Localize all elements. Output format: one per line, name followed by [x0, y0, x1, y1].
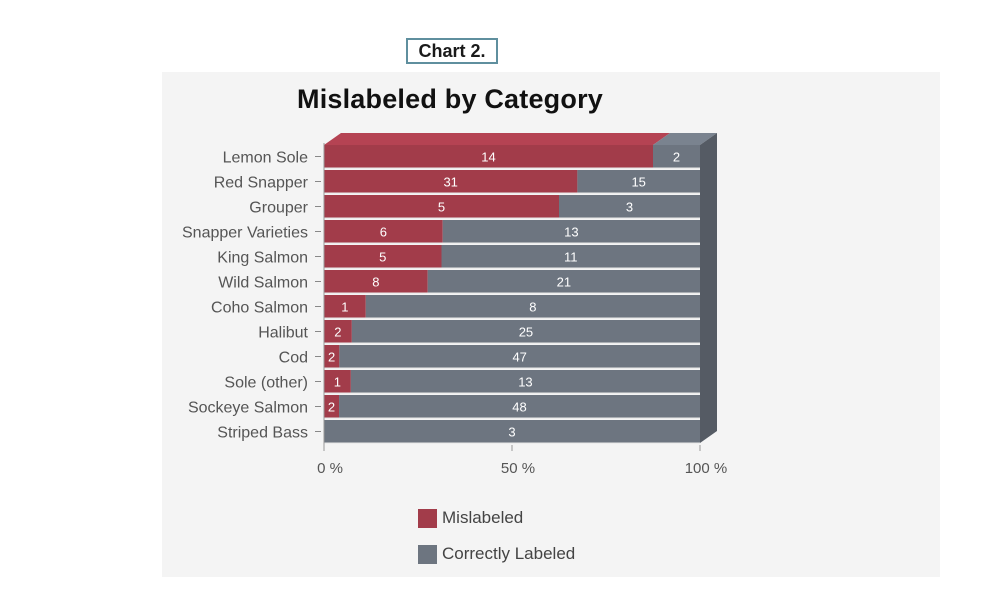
bar-top-mislabeled	[324, 133, 670, 145]
value-label-mislabeled: 6	[380, 225, 387, 240]
x-tick-label: 50 %	[501, 460, 535, 477]
category-labels: Lemon Sole Red Snapper Grouper Snapper Vari…	[182, 150, 321, 442]
category-label: Sole (other)	[224, 375, 308, 392]
category-label: King Salmon	[217, 250, 308, 267]
value-label-correct: 21	[557, 275, 571, 290]
bar-mislabeled	[324, 395, 340, 418]
value-label-correct: 13	[564, 225, 578, 240]
bar-top-correct	[653, 133, 717, 145]
bar-mislabeled	[324, 270, 428, 293]
bar-mislabeled	[324, 320, 352, 343]
legend: Mislabeled Correctly Labeled	[418, 500, 575, 572]
value-label-correct: 11	[564, 250, 578, 265]
value-label-mislabeled: 5	[438, 200, 445, 215]
bar-correct	[365, 295, 700, 318]
legend-item-correct: Correctly Labeled	[418, 536, 575, 572]
bar-correct	[427, 270, 700, 293]
value-label-correct: 13	[518, 375, 532, 390]
legend-label-mislabeled: Mislabeled	[442, 508, 524, 527]
value-label-mislabeled: 2	[334, 325, 341, 340]
category-label: Striped Bass	[217, 425, 308, 442]
bar-correct	[339, 395, 700, 418]
value-label-mislabeled: 5	[379, 250, 386, 265]
legend-item-mislabeled: Mislabeled	[418, 500, 575, 536]
value-label-mislabeled: 14	[481, 150, 495, 165]
value-label-correct: 48	[512, 400, 526, 415]
bar-mislabeled	[324, 295, 366, 318]
chart-caption: Chart 2.	[406, 38, 498, 64]
bar-correct	[350, 370, 700, 393]
bar-mislabeled	[324, 245, 442, 268]
bar-correct	[559, 195, 700, 218]
bar-correct	[653, 145, 700, 168]
category-label: Cod	[279, 350, 308, 367]
x-axis-ticks: 0 % 50 % 100 %	[317, 143, 727, 477]
value-label-correct: 47	[512, 350, 526, 365]
bar-mislabeled	[324, 195, 559, 218]
value-label-correct: 25	[519, 325, 533, 340]
category-label: Snapper Varieties	[182, 225, 308, 242]
value-label-mislabeled: 31	[443, 175, 457, 190]
value-label-mislabeled: 2	[328, 400, 335, 415]
value-label-correct: 2	[673, 150, 680, 165]
category-label: Grouper	[249, 200, 308, 217]
bar-correct	[339, 345, 700, 368]
value-label-mislabeled: 2	[328, 350, 335, 365]
bar-mislabeled	[324, 220, 443, 243]
category-label: Sockeye Salmon	[188, 400, 308, 417]
value-label-correct: 8	[529, 300, 536, 315]
category-label: Red Snapper	[214, 175, 309, 192]
value-label-mislabeled: 8	[372, 275, 379, 290]
value-label-correct: 3	[626, 200, 633, 215]
value-label-mislabeled: 1	[341, 300, 348, 315]
value-label-mislabeled: 1	[334, 375, 341, 390]
bars-layer: 14 2 31 15 5 3 6 13 5 11 8 21 1 8 2 25 2 47 1 13 2 48 3	[324, 133, 717, 444]
x-tick-label: 0 %	[317, 460, 343, 477]
bar-correct	[441, 245, 700, 268]
bar-correct	[351, 320, 700, 343]
bar-mislabeled	[324, 370, 351, 393]
x-tick-label: 100 %	[685, 460, 728, 477]
bar-mislabeled	[324, 170, 578, 193]
category-label: Wild Salmon	[218, 275, 308, 292]
bar-mislabeled	[324, 145, 653, 168]
category-label: Halibut	[258, 325, 308, 342]
legend-swatch-correct	[418, 544, 437, 564]
bar-side-face	[700, 133, 717, 443]
bar-correct	[442, 220, 700, 243]
bar-mislabeled	[324, 345, 340, 368]
category-label: Lemon Sole	[223, 150, 308, 167]
chart-title: Mislabeled by Category	[297, 84, 603, 114]
value-label-correct: 3	[508, 425, 515, 440]
bar-correct	[577, 170, 700, 193]
bar-correct	[324, 420, 700, 443]
legend-swatch-mislabeled	[418, 508, 437, 528]
legend-label-correct: Correctly Labeled	[442, 544, 576, 563]
value-label-correct: 15	[631, 175, 645, 190]
category-label: Coho Salmon	[211, 300, 308, 317]
